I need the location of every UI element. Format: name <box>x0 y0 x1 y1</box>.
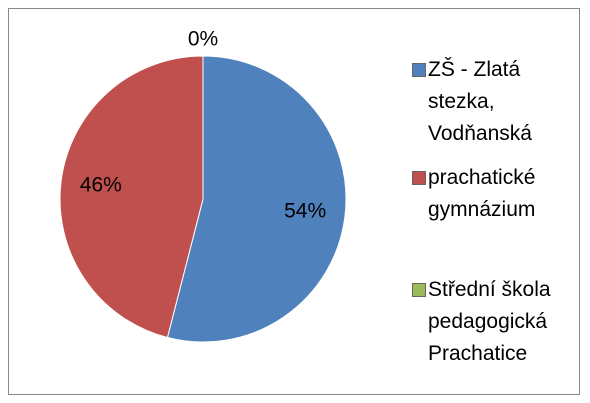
legend-label: Střední škola pedagogická Prachatice <box>428 278 551 365</box>
legend-swatch <box>412 171 426 185</box>
legend-swatch <box>412 63 426 77</box>
pie-slice <box>59 55 204 339</box>
legend-swatch <box>412 283 426 297</box>
legend-label: ZŠ - Zlatá stezka, Vodňanská <box>428 58 532 145</box>
data-label: 0% <box>188 28 218 51</box>
legend-label: prachatické gymnázium <box>428 166 536 221</box>
pie-slice <box>166 55 347 343</box>
data-label: 54% <box>284 199 326 222</box>
data-label: 46% <box>80 174 122 197</box>
